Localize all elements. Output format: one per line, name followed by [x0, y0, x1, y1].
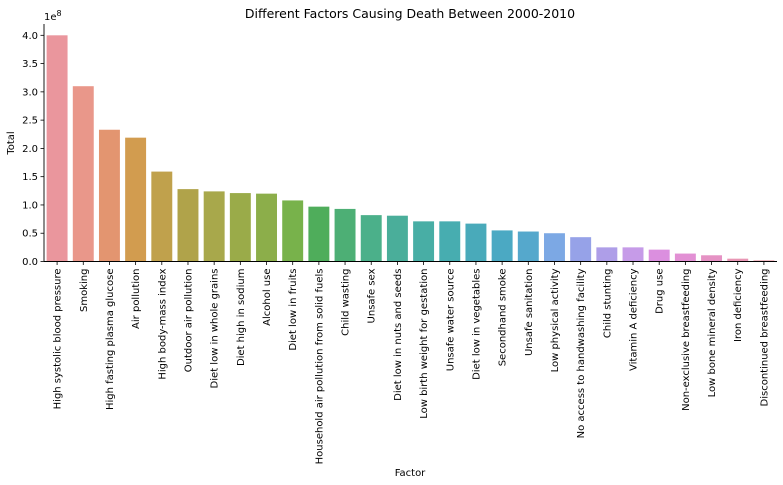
- bar: [544, 233, 565, 262]
- x-tick-label: Air pollution: [131, 269, 142, 329]
- bar: [282, 200, 304, 262]
- x-tick-label: Low birth weight for gestation: [419, 269, 430, 419]
- bar: [308, 206, 330, 262]
- x-tick-label: Low bone mineral density: [707, 268, 718, 397]
- bar: [98, 129, 120, 262]
- x-tick-label: Child stunting: [602, 269, 613, 339]
- y-tick-label: 0.0: [22, 257, 38, 268]
- x-tick-label: Non-exclusive breastfeeding: [681, 269, 692, 411]
- x-axis-label: Factor: [395, 468, 426, 479]
- bar: [177, 189, 199, 262]
- y-ticks-group: 0.0 0.5 1.0 1.5 2.0 2.5 3.0 3.5 4.0: [22, 31, 44, 268]
- bar: [46, 35, 68, 262]
- x-tick-label: Diet low in nuts and seeds: [393, 269, 404, 401]
- bar: [360, 215, 382, 262]
- bar: [648, 249, 670, 262]
- x-tick-label: Diet low in fruits: [288, 269, 299, 351]
- x-tick-label: Unsafe water source: [445, 269, 456, 372]
- y-tick-label: 4.0: [22, 31, 38, 42]
- x-tick-label: Low physical activity: [550, 268, 561, 372]
- x-tick-label: High systolic blood pressure: [53, 269, 64, 410]
- bar: [413, 221, 435, 262]
- y-axis-label: Total: [6, 131, 17, 155]
- x-tick-label: Unsafe sex: [367, 268, 378, 323]
- bar: [256, 193, 277, 262]
- x-tick-label: No access to handwashing facility: [576, 268, 587, 438]
- bar: [72, 86, 94, 262]
- bar: [125, 137, 147, 262]
- chart-title: Different Factors Causing Death Between …: [245, 6, 575, 21]
- x-tick-label: Child wasting: [341, 269, 352, 336]
- x-tick-label: Discontinued breastfeeding: [759, 269, 770, 407]
- x-tick-label: Vitamin A deficiency: [629, 268, 640, 371]
- y-offset-exponent: 8: [57, 9, 62, 18]
- y-tick-label: 0.5: [22, 229, 38, 240]
- y-tick-label: 2.0: [22, 144, 38, 155]
- bar: [701, 255, 723, 262]
- y-tick-label: 3.0: [22, 87, 38, 98]
- x-tick-label: Alcohol use: [262, 269, 273, 326]
- x-tick-label: Smoking: [79, 269, 90, 312]
- x-tick-label: High fasting plasma glucose: [105, 269, 116, 411]
- y-tick-label: 1.5: [22, 172, 38, 183]
- x-ticks-group: High systolic blood pressure Smoking High …: [53, 261, 770, 465]
- bar: [727, 258, 749, 262]
- bar: [151, 171, 173, 262]
- x-tick-label: High body-mass index: [157, 268, 168, 379]
- bar: [203, 191, 225, 262]
- bar: [386, 215, 408, 262]
- bar: [753, 260, 775, 262]
- bar: [596, 247, 618, 262]
- x-tick-label: Household air pollution from solid fuels: [314, 269, 325, 465]
- y-tick-label: 3.5: [22, 59, 38, 70]
- bar: [465, 223, 487, 262]
- x-tick-label: Diet high in sodium: [236, 269, 247, 367]
- y-tick-label: 1.0: [22, 200, 38, 211]
- bar: [229, 193, 251, 262]
- bar: [439, 221, 461, 262]
- x-tick-label: Unsafe sanitation: [524, 269, 535, 357]
- bar: [674, 253, 696, 262]
- bar: [334, 208, 356, 262]
- x-tick-label: Drug use: [655, 269, 666, 314]
- bars-group: [46, 35, 775, 262]
- x-tick-label: Outdoor air pollution: [183, 269, 194, 373]
- x-tick-label: Diet low in vegetables: [471, 269, 482, 380]
- x-tick-label: Diet low in whole grains: [210, 269, 221, 389]
- bar: [570, 237, 592, 262]
- bar: [517, 231, 539, 262]
- x-tick-label: Secondhand smoke: [498, 269, 509, 367]
- y-offset-label: 1e8: [44, 9, 62, 23]
- bar: [491, 230, 513, 262]
- x-tick-label: Iron deficiency: [733, 268, 744, 342]
- y-tick-label: 2.5: [22, 116, 38, 127]
- bar: [622, 247, 644, 262]
